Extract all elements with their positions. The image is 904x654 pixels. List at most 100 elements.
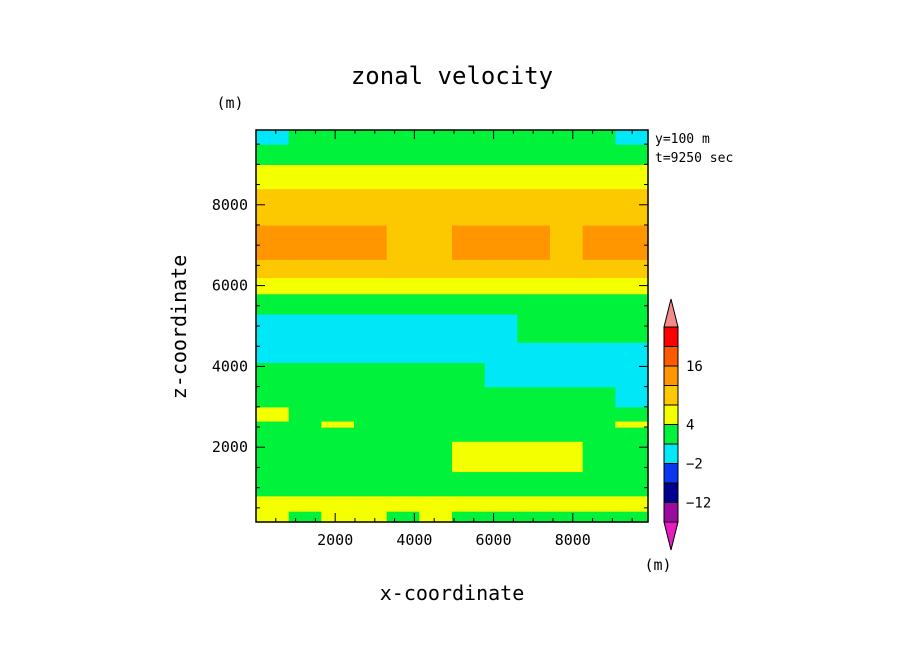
contour-cell [256,342,290,363]
colorbar-extend-low [663,521,679,551]
contour-cell [256,277,290,295]
contour-cell [386,420,420,428]
contour-cell [321,406,355,422]
contour-cell [452,130,486,145]
contour-cell [321,386,355,408]
contour-cell [256,386,290,408]
contour-cell [256,427,290,442]
contour-cell [386,471,420,497]
colorbar-tick-label: 4 [686,418,694,434]
contour-cell [550,471,584,497]
contour-cell [354,495,388,512]
contour-cell [354,293,388,315]
contour-cell [256,188,290,226]
y-tick-label: 8000 [212,196,248,214]
contour-cell [484,441,518,473]
contour-cell [321,259,355,279]
contour-cell [256,293,290,315]
contour-cell [256,259,290,279]
contour-cell [615,144,649,165]
contour-cell [452,342,486,363]
contour-cell [256,164,290,190]
contour-cell [582,164,616,190]
contour-cell [288,427,322,442]
x-tick-label: 2000 [317,531,353,549]
contour-cell [288,164,322,190]
contour-cell [288,386,322,408]
contour-cell [550,224,584,260]
contour-cell [354,406,388,422]
contour-cell [452,386,486,408]
contour-cell [386,259,420,279]
contour-cell [517,164,551,190]
contour-cell [484,471,518,497]
contour-cell [452,224,486,260]
colorbar-box [663,326,679,347]
contour-cell [484,362,518,388]
plot-area [255,129,649,523]
contour-cell [582,471,616,497]
contour-cell [386,441,420,473]
contour-cell [354,144,388,165]
contour-cell [419,386,453,408]
contour-cell [484,224,518,260]
contour-cell [419,362,453,388]
contour-cell [484,342,518,363]
contour-cell [550,406,584,422]
annotation-y: y=100 m [655,132,710,147]
contour-cell [582,406,616,422]
contour-cell [354,471,388,497]
contour-cell [256,313,290,343]
x-tick-label: 4000 [396,531,432,549]
contour-cell [256,224,290,260]
contour-cell [288,471,322,497]
contour-cell [484,386,518,408]
contour-cell [288,130,322,145]
contour-cell [582,313,616,343]
contour-cell [256,471,290,497]
contour-cell [256,130,290,145]
contour-cell [517,471,551,497]
contour-cell [419,471,453,497]
colorbar-tick-label: −12 [686,496,711,512]
contour-cell [550,386,584,408]
contour-cell [419,259,453,279]
contour-cell [288,144,322,165]
contour-cell [517,188,551,226]
contour-cell [419,277,453,295]
contour-cell [386,427,420,442]
contour-cell [419,495,453,512]
contour-cell [288,362,322,388]
colorbar-unit-label: (m) [644,556,671,574]
contour-cell [484,259,518,279]
contour-cell [452,441,486,473]
contour-cell [354,164,388,190]
contour-cell [550,495,584,512]
contour-cell [615,342,649,363]
colorbar-box [663,424,679,445]
contour-cell [452,511,486,523]
contour-cell [419,427,453,442]
colorbar-box [663,502,679,523]
contour-cell [615,386,649,408]
contour-cell [419,144,453,165]
contour-cell [452,259,486,279]
contour-cell [354,342,388,363]
x-tick-label: 8000 [555,531,591,549]
contour-cell [517,130,551,145]
contour-cell [484,511,518,523]
colorbar-box [663,482,679,503]
contour-cell [582,441,616,473]
contour-cell [615,188,649,226]
contour-cell [615,277,649,295]
contour-cell [484,420,518,428]
contour-cell [419,130,453,145]
contour-cell [550,313,584,343]
contour-cell [550,293,584,315]
contour-cell [354,188,388,226]
contour-cell [354,224,388,260]
colorbar-box [663,365,679,386]
contour-cell [419,164,453,190]
y-tick-label: 6000 [212,277,248,295]
